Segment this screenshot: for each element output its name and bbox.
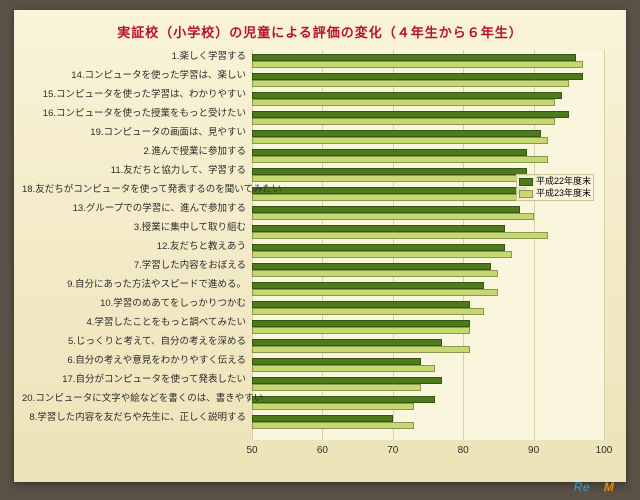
bar-series1 [252, 206, 520, 213]
bar-series1 [252, 111, 569, 118]
bar-series2 [252, 118, 555, 125]
bar-series2 [252, 251, 512, 258]
row-label: 5.じっくりと考えて、自分の考えを深める [22, 337, 250, 347]
bar-series1 [252, 396, 435, 403]
bar-series2 [252, 346, 470, 353]
row-label: 16.コンピュータを使った授業をもっと受けたい [22, 109, 250, 119]
bar-series1 [252, 358, 421, 365]
x-tick: 100 [596, 445, 613, 456]
bar-series2 [252, 80, 569, 87]
row-label: 4.学習したことをもっと調べてみたい [22, 318, 250, 328]
row-label: 2.進んで授業に参加する [22, 147, 250, 157]
legend-label-1: 平成22年度末 [536, 176, 591, 188]
row-label: 6.自分の考えや意見をわかりやすく伝える [22, 356, 250, 366]
bar-series2 [252, 403, 414, 410]
legend-swatch-2 [519, 190, 533, 198]
row-label: 15.コンピュータを使った学習は、わかりやすい [22, 90, 250, 100]
bar-series1 [252, 282, 484, 289]
gridline [604, 50, 605, 440]
row-label: 20.コンピュータに文字や絵などを書くのは、書きやすい [22, 394, 250, 404]
plot-area: 5060708090100 [252, 50, 604, 440]
x-tick: 80 [458, 445, 469, 456]
bar-series2 [252, 289, 498, 296]
legend-item-2: 平成23年度末 [519, 188, 591, 200]
bar-series1 [252, 54, 576, 61]
row-label: 7.学習した内容をおぼえる [22, 261, 250, 271]
row-label: 14.コンピュータを使った学習は、楽しい [22, 71, 250, 81]
row-label: 1.楽しく学習する [22, 52, 250, 62]
bar-series1 [252, 73, 583, 80]
bar-series2 [252, 194, 534, 201]
bar-series2 [252, 156, 548, 163]
row-label: 9.自分にあった方法やスピードで進める。 [22, 280, 250, 290]
row-label: 10.学習のめあてをしっかりつかむ [22, 299, 250, 309]
bar-series1 [252, 225, 505, 232]
bar-series1 [252, 301, 470, 308]
bar-series2 [252, 232, 548, 239]
row-label: 18.友だちがコンピュータを使って発表するのを聞いてみたい [22, 185, 250, 195]
bar-series2 [252, 384, 421, 391]
watermark: ReseMom [574, 480, 632, 494]
legend-label-2: 平成23年度末 [536, 188, 591, 200]
bar-series1 [252, 339, 442, 346]
bar-series1 [252, 377, 442, 384]
bar-series2 [252, 270, 498, 277]
x-tick: 50 [246, 445, 257, 456]
row-label: 3.授業に集中して取り組む [22, 223, 250, 233]
bar-series2 [252, 365, 435, 372]
x-tick: 90 [528, 445, 539, 456]
chart-title: 実証校（小学校）の児童による評価の変化（４年生から６年生） [14, 10, 626, 41]
bar-series2 [252, 422, 414, 429]
bar-series2 [252, 137, 548, 144]
row-label: 17.自分がコンピュータを使って発表したい [22, 375, 250, 385]
slide-card: 実証校（小学校）の児童による評価の変化（４年生から６年生） 5060708090… [14, 10, 626, 482]
bar-series1 [252, 149, 527, 156]
bar-series2 [252, 213, 534, 220]
x-tick: 60 [317, 445, 328, 456]
bar-series2 [252, 175, 541, 182]
gridline [534, 50, 535, 440]
bar-series1 [252, 244, 505, 251]
bar-series2 [252, 327, 470, 334]
legend-item-1: 平成22年度末 [519, 176, 591, 188]
row-label: 11.友だちと協力して、学習する [22, 166, 250, 176]
bar-series1 [252, 168, 527, 175]
row-label: 8.学習した内容を友だちや先生に、正しく説明する [22, 413, 250, 423]
row-label: 13.グループでの学習に、進んで参加する [22, 204, 250, 214]
row-label: 19.コンピュータの画面は、見やすい [22, 128, 250, 138]
chart-area: 5060708090100 1.楽しく学習する14.コンピュータを使った学習は、… [22, 46, 618, 462]
bar-series1 [252, 187, 527, 194]
bar-series2 [252, 308, 484, 315]
bar-series2 [252, 99, 555, 106]
row-label: 12.友だちと教えあう [22, 242, 250, 252]
bar-series1 [252, 263, 491, 270]
x-tick: 70 [387, 445, 398, 456]
bar-series1 [252, 130, 541, 137]
legend-swatch-1 [519, 178, 533, 186]
bar-series1 [252, 320, 470, 327]
legend: 平成22年度末 平成23年度末 [516, 174, 594, 201]
bar-series1 [252, 92, 562, 99]
bar-series1 [252, 415, 393, 422]
bar-series2 [252, 61, 583, 68]
